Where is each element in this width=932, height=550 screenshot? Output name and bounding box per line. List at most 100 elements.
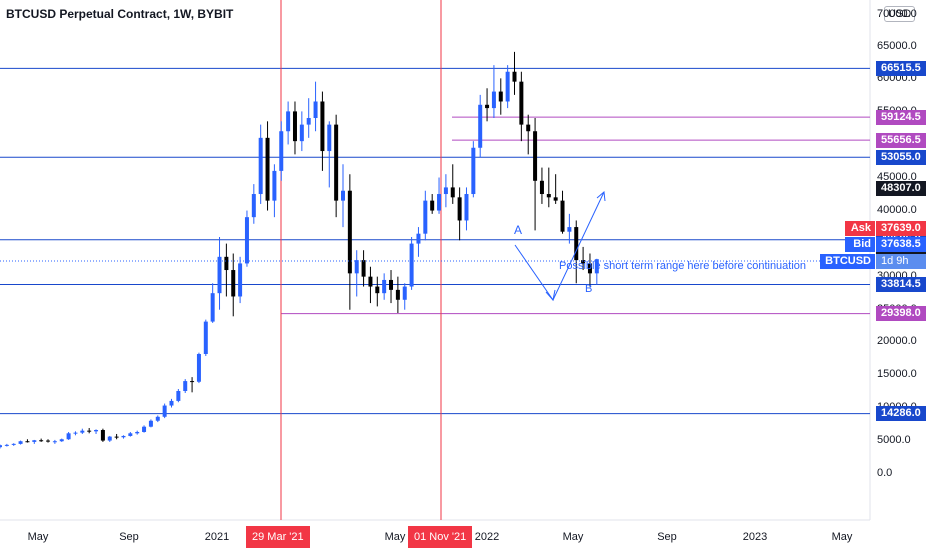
candle-body — [39, 440, 44, 442]
candle-body — [279, 131, 284, 171]
annotation-point-b: B — [585, 283, 593, 295]
drawing-annotations — [0, 191, 870, 302]
candle-body — [251, 194, 256, 218]
candle-body — [409, 243, 414, 287]
candle-body — [244, 217, 249, 264]
candle-body — [190, 381, 195, 383]
candle-body — [0, 445, 2, 448]
candle-body — [485, 104, 490, 109]
candle-body — [196, 353, 201, 382]
candle-body — [203, 321, 208, 354]
candle-body — [94, 430, 99, 432]
candle-body — [587, 263, 592, 274]
candle-body — [574, 227, 579, 261]
candle-body — [272, 170, 277, 201]
candle-body — [327, 124, 332, 152]
candle-body — [546, 194, 551, 198]
candle-body — [354, 260, 359, 274]
candle-body — [32, 440, 37, 442]
candle-body — [142, 426, 147, 432]
ask-price-label: 37639.0 — [876, 221, 926, 236]
level-price-label: 59124.5 — [876, 109, 926, 125]
candle-body — [533, 131, 538, 181]
candle-body — [498, 91, 503, 102]
candle-body — [553, 197, 558, 201]
candle-body — [46, 440, 51, 442]
candle-body — [217, 256, 222, 294]
candle-body — [183, 381, 188, 392]
candle-body — [128, 433, 133, 436]
candle-body — [59, 439, 64, 442]
candle-body — [162, 405, 167, 417]
projection-arrow-head-b — [545, 289, 556, 302]
price-tick-label: 40000.0 — [877, 204, 917, 216]
price-tick-label: 5000.0 — [877, 434, 911, 446]
candle-body — [416, 233, 421, 244]
price-tick-label: 0.0 — [877, 467, 893, 479]
candle-body — [519, 81, 524, 125]
candle-body — [382, 279, 387, 294]
vertical-markers — [280, 0, 442, 520]
candle-body — [341, 190, 345, 201]
candle-body — [437, 194, 442, 211]
candle-body — [66, 433, 71, 440]
candle-body — [100, 430, 105, 441]
candle-body — [491, 91, 496, 109]
time-tick-label: May — [27, 531, 49, 543]
candle-body — [334, 124, 339, 201]
candle-body — [292, 111, 297, 142]
chart-title: BTCUSD Perpetual Contract, 1W, BYBIT — [6, 7, 234, 21]
time-tick-label: 2021 — [204, 531, 230, 543]
level-price-label: 14286.0 — [876, 406, 926, 422]
candle-body — [306, 118, 311, 125]
candle-body — [231, 270, 236, 297]
candle-body — [430, 200, 435, 211]
candle-body — [526, 124, 531, 132]
candle-body — [299, 124, 304, 142]
symbol-tag: BTCUSD — [820, 254, 875, 269]
candle-body — [443, 187, 448, 195]
currency-selector[interactable]: USD — [884, 6, 916, 22]
level-price-label: 29398.0 — [876, 306, 926, 322]
candle-body — [402, 286, 407, 300]
annotation-point-a: A — [514, 223, 523, 237]
candle-body — [395, 289, 400, 300]
candle-body — [471, 147, 476, 195]
candle-body — [148, 420, 153, 427]
candle-body — [505, 71, 510, 102]
candle-body — [155, 416, 160, 421]
candle-body — [457, 197, 462, 221]
time-tick-label: Sep — [119, 531, 139, 543]
price-tick-label: 70000.0 — [877, 8, 917, 20]
candle-body — [478, 104, 483, 148]
candle-body — [176, 391, 181, 401]
time-tick-label: May — [384, 531, 406, 543]
price-tick-label: 45000.0 — [877, 171, 917, 183]
date-marker-2: 01 Nov '21 — [408, 526, 473, 548]
level-price-label: 33814.5 — [876, 276, 926, 292]
bid-price-label: 37638.5 — [876, 237, 926, 252]
price-tick-label: 65000.0 — [877, 40, 917, 52]
ask-tag: Ask — [845, 221, 875, 236]
candle-body — [4, 444, 9, 446]
time-tick-label: May — [562, 531, 584, 543]
candle-body — [361, 260, 366, 277]
candle-body — [73, 432, 78, 434]
candle-body — [368, 276, 373, 287]
candle-body — [423, 200, 428, 234]
candle-body — [581, 260, 586, 264]
candle-body — [11, 443, 16, 445]
candle-body — [594, 259, 599, 274]
candle-body — [210, 293, 215, 322]
time-tick-label: Sep — [657, 531, 677, 543]
candle-body — [258, 137, 263, 195]
candle-body — [313, 101, 318, 119]
candle-body — [464, 194, 469, 221]
candle-body — [375, 286, 380, 294]
price-tick-label: 20000.0 — [877, 335, 917, 347]
candle-body — [320, 101, 325, 152]
candle-body — [80, 430, 85, 433]
candle-body — [539, 180, 544, 195]
candle-body — [114, 436, 119, 438]
